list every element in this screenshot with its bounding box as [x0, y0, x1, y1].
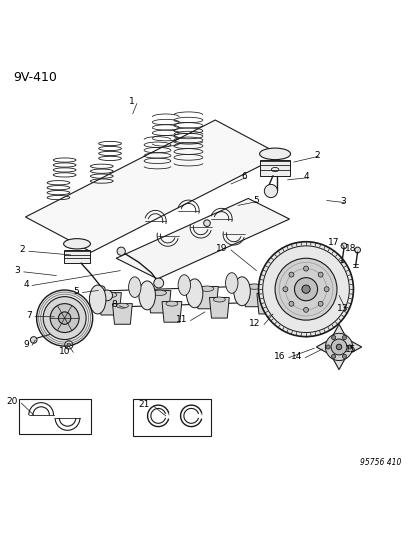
Ellipse shape [273, 276, 288, 302]
Circle shape [342, 335, 346, 340]
Text: 13: 13 [336, 304, 347, 313]
Text: 18: 18 [344, 244, 356, 253]
Polygon shape [25, 120, 280, 252]
Ellipse shape [103, 292, 116, 297]
Circle shape [330, 339, 346, 355]
Circle shape [335, 344, 341, 350]
Circle shape [303, 308, 308, 312]
FancyBboxPatch shape [19, 399, 91, 434]
Text: 9V-410: 9V-410 [13, 70, 57, 84]
Circle shape [354, 247, 360, 253]
Text: 95756 410: 95756 410 [358, 458, 400, 466]
Ellipse shape [247, 284, 261, 289]
Text: 14: 14 [290, 352, 301, 361]
Circle shape [288, 272, 293, 277]
Circle shape [203, 220, 210, 227]
Polygon shape [64, 250, 90, 263]
Polygon shape [161, 302, 181, 322]
Circle shape [331, 354, 335, 359]
Text: 3: 3 [15, 266, 21, 275]
Circle shape [274, 259, 336, 320]
Text: 21: 21 [138, 400, 150, 409]
Text: 4: 4 [23, 280, 28, 289]
Text: 10: 10 [58, 346, 70, 356]
Circle shape [347, 345, 351, 349]
Circle shape [264, 184, 277, 198]
Circle shape [317, 272, 322, 277]
FancyBboxPatch shape [133, 399, 211, 435]
Circle shape [153, 278, 163, 288]
Circle shape [98, 286, 105, 293]
Polygon shape [148, 290, 171, 313]
Ellipse shape [152, 290, 166, 295]
Polygon shape [195, 286, 218, 309]
Polygon shape [209, 297, 229, 318]
Ellipse shape [233, 277, 250, 306]
Circle shape [317, 301, 322, 306]
Polygon shape [98, 293, 121, 315]
Polygon shape [256, 293, 276, 314]
Ellipse shape [116, 303, 128, 308]
Text: 1: 1 [129, 97, 135, 106]
Circle shape [102, 290, 112, 301]
Circle shape [340, 243, 346, 249]
Ellipse shape [64, 239, 90, 249]
Circle shape [325, 345, 330, 349]
Ellipse shape [178, 274, 190, 295]
Text: 20: 20 [7, 397, 18, 406]
Circle shape [282, 287, 287, 292]
Ellipse shape [225, 273, 237, 293]
Circle shape [342, 354, 346, 359]
Circle shape [58, 312, 71, 324]
Text: 17: 17 [328, 238, 339, 247]
Circle shape [303, 266, 308, 271]
Text: 19: 19 [216, 244, 227, 253]
Circle shape [36, 290, 93, 346]
Circle shape [67, 343, 70, 346]
Circle shape [325, 333, 352, 361]
Text: 12: 12 [249, 319, 260, 328]
Circle shape [331, 335, 335, 340]
Ellipse shape [200, 286, 213, 292]
Circle shape [50, 304, 79, 333]
Text: 4: 4 [303, 172, 309, 181]
Polygon shape [316, 324, 361, 370]
Ellipse shape [128, 277, 141, 297]
Ellipse shape [166, 301, 178, 306]
Text: 5: 5 [252, 196, 258, 205]
Circle shape [301, 285, 309, 293]
Text: 5: 5 [73, 287, 79, 296]
Text: 3: 3 [340, 197, 346, 206]
Text: 16: 16 [273, 352, 285, 361]
Text: 15: 15 [344, 345, 356, 354]
Ellipse shape [186, 279, 202, 308]
Ellipse shape [89, 285, 106, 314]
Ellipse shape [139, 281, 155, 310]
Text: 7: 7 [26, 311, 31, 320]
Ellipse shape [213, 297, 225, 302]
Circle shape [43, 297, 86, 340]
Polygon shape [112, 304, 132, 324]
Text: 8: 8 [111, 300, 117, 309]
Text: 11: 11 [175, 315, 187, 324]
Circle shape [294, 278, 317, 301]
Polygon shape [259, 160, 290, 176]
Text: 9: 9 [23, 340, 28, 349]
Polygon shape [242, 285, 265, 306]
Ellipse shape [259, 148, 290, 160]
Text: 2: 2 [20, 246, 25, 254]
Text: 6: 6 [241, 172, 247, 181]
Circle shape [117, 247, 125, 255]
Circle shape [288, 301, 293, 306]
Text: 2: 2 [314, 151, 320, 159]
Ellipse shape [260, 293, 272, 298]
Circle shape [30, 337, 37, 343]
Circle shape [258, 242, 353, 337]
Polygon shape [116, 198, 289, 279]
Circle shape [323, 287, 328, 292]
